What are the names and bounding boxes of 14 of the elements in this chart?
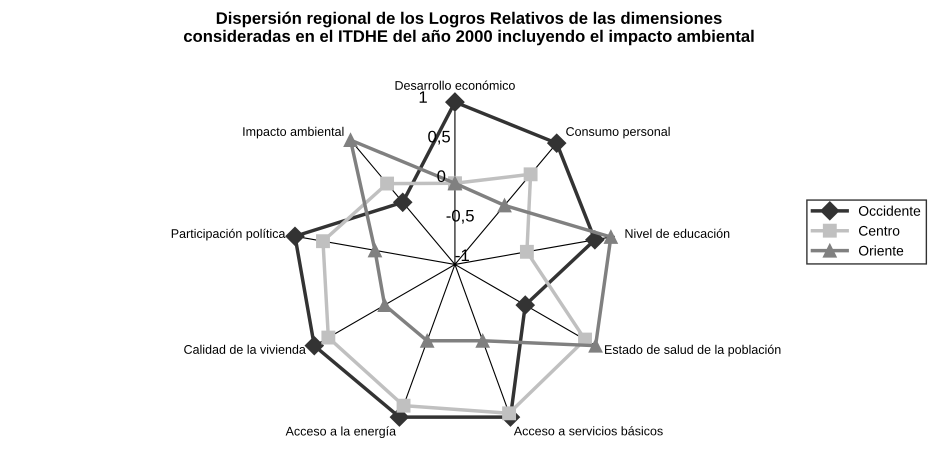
legend-label: Oriente [858,245,904,256]
spoke-label: Acceso a la energía [286,426,396,438]
spoke-label: Participación política [172,228,286,240]
spoke-label: Calidad de la vivienda [184,344,306,354]
legend-label: Centro [858,226,900,236]
legend-label: Occidente [858,206,920,216]
chart-title: Dispersión regional de los Logros Relativos de las dimensiones consideradas en el ITDHE del año 2000 incluyendo el impacto ambiental [184,12,754,46]
spoke-label: Desarrollo económico [396,80,515,90]
y-tick-label: 1 [420,91,427,103]
spoke-label: Acceso a servicios básicos [514,426,663,436]
spoke-label: Impacto ambiental [243,126,344,138]
spoke-label: Nivel de educación [625,228,730,238]
spoke-label: Estado de salud de la población [605,344,780,356]
spoke-label: Consumo personal [566,126,670,138]
